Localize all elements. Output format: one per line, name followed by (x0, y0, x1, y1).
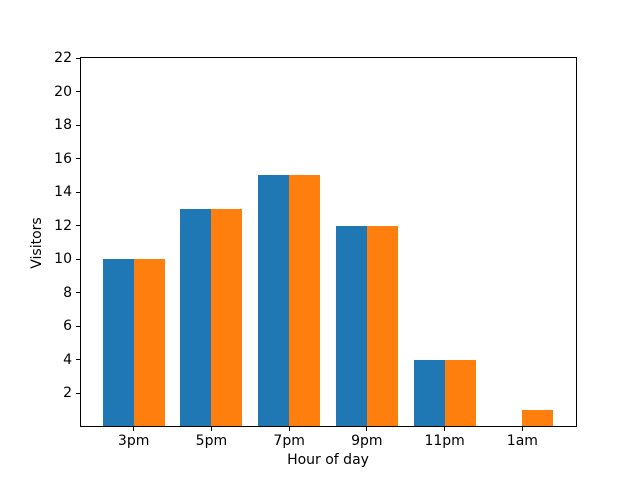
bar-7pm-series-orange (289, 175, 321, 426)
bar-9pm-series-blue (335, 225, 367, 426)
x-tick-label-3pm: 3pm (117, 433, 150, 449)
y-tick-label-10: 10 (54, 251, 72, 268)
x-tick-mark (133, 427, 135, 431)
y-tick-mark (76, 91, 80, 93)
bar-11pm-series-blue (413, 359, 445, 426)
x-tick-mark (366, 427, 368, 431)
x-tick-label-11pm: 11pm (424, 433, 465, 449)
bar-5pm-series-orange (211, 208, 243, 426)
bar-5pm-series-blue (180, 208, 212, 426)
y-tick-label-12: 12 (54, 217, 72, 234)
y-tick-label-20: 20 (54, 83, 72, 100)
y-tick-mark (76, 325, 80, 327)
y-tick-label-22: 22 (54, 50, 72, 66)
y-tick-mark (76, 124, 80, 126)
y-tick-mark (76, 57, 80, 59)
bar-7pm-series-blue (258, 175, 290, 426)
x-axis-label: Hour of day (287, 452, 369, 468)
y-tick-mark (76, 292, 80, 294)
y-tick-mark (76, 258, 80, 260)
y-axis-label: Visitors (29, 216, 45, 269)
x-tick-label-9pm: 9pm (351, 433, 383, 449)
bar-11pm-series-orange (444, 359, 476, 426)
x-tick-label-7pm: 7pm (273, 433, 305, 449)
x-tick-label-5pm: 5pm (195, 433, 228, 449)
y-tick-label-2: 2 (63, 385, 72, 402)
y-tick-label-16: 16 (54, 150, 72, 167)
y-tick-label-8: 8 (63, 284, 72, 301)
y-tick-mark (76, 191, 80, 193)
x-tick-mark (288, 427, 290, 431)
x-tick-mark (521, 427, 523, 431)
y-tick-label-6: 6 (63, 318, 72, 335)
y-tick-mark (76, 392, 80, 394)
bar-1am-series-orange (522, 410, 554, 426)
y-tick-label-4: 4 (63, 351, 72, 368)
x-tick-label-1am: 1am (506, 433, 538, 449)
y-tick-mark (76, 359, 80, 361)
bar-9pm-series-orange (366, 225, 398, 426)
y-tick-mark (76, 225, 80, 227)
y-tick-label-18: 18 (54, 117, 72, 134)
y-tick-label-14: 14 (54, 184, 72, 201)
x-tick-mark (210, 427, 212, 431)
bar-3pm-series-orange (133, 259, 165, 426)
x-tick-mark (444, 427, 446, 431)
y-tick-mark (76, 158, 80, 160)
bar-3pm-series-blue (102, 259, 134, 426)
